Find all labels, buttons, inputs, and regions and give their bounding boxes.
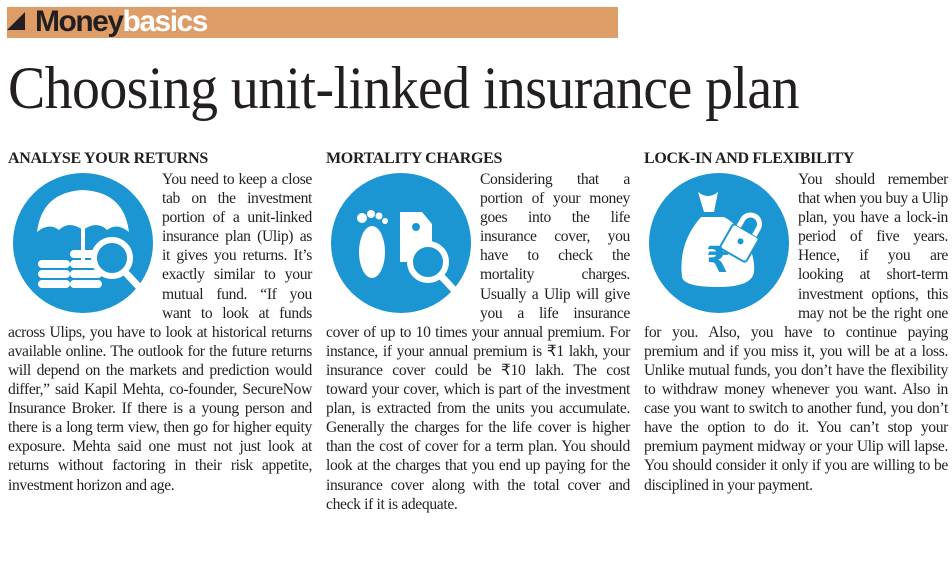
column-mortality-charges: MORTALITY CHARGES Considering that a por… — [326, 148, 630, 514]
umbrella-coins-magnifier-icon — [8, 170, 158, 320]
money-bag-lock-icon: ₹ — [644, 170, 794, 320]
section-banner: Moneybasics — [7, 5, 618, 38]
column-analyse-returns: ANALYSE YOUR RETURNS You need to keep a … — [8, 148, 312, 495]
column-body: You should remember that when you buy a … — [644, 171, 948, 494]
column-body: Considering that a portion of your money… — [326, 171, 630, 513]
column-lock-in-flexibility: LOCK-IN AND FLEXIBILITY ₹ You should rem… — [644, 148, 948, 495]
column-body: You need to keep a close tab on the inve… — [8, 171, 312, 494]
column-heading: MORTALITY CHARGES — [326, 150, 503, 167]
triangle-marker-icon — [7, 12, 25, 30]
section-logo: Moneybasics — [35, 5, 208, 38]
footprints-tag-magnifier-icon — [326, 170, 476, 320]
column-heading: LOCK-IN AND FLEXIBILITY — [644, 150, 855, 167]
column-heading: ANALYSE YOUR RETURNS — [8, 150, 208, 167]
article-title: Choosing unit-linked insurance plan — [8, 55, 800, 121]
